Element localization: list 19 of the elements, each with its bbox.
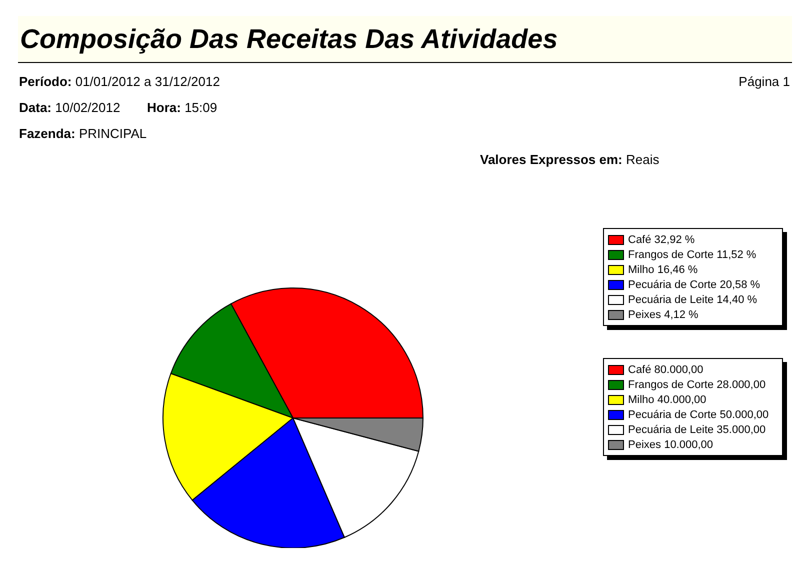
category-label: Pecuária de Leite 35.000,00: [628, 424, 766, 436]
legend-label: Peixes 4,12 %: [628, 308, 698, 320]
legend-label: Milho 16,46 %: [628, 264, 698, 276]
text: Período: 01/01/2012 a 31/12/2012: [19, 74, 220, 89]
text: Página 1: [738, 74, 790, 89]
category-label: Peixes 10.000,00: [628, 438, 714, 450]
text: Hora: 15:09: [147, 100, 218, 115]
legend-label: Frangos de Corte 11,52 %: [628, 248, 756, 260]
chart-title: Composição Das Receitas Das Atividades: [20, 24, 558, 54]
legend-label: Café 32,92 %: [628, 234, 695, 246]
text: Fazenda: PRINCIPAL: [19, 126, 147, 141]
text: Valores Expressos em: Reais: [480, 152, 660, 167]
legend-label: Pecuária de Leite 14,40 %: [628, 294, 758, 306]
text: Data: 10/02/2012: [19, 100, 120, 115]
legend-label: Pecuária de Corte 20,58 %: [628, 278, 760, 290]
category-label: Café 80.000,00: [628, 364, 704, 376]
category-label: Milho 40.000,00: [628, 394, 706, 406]
category-label: Pecuária de Corte 50.000,00: [628, 408, 769, 420]
category-label: Frangos de Corte 28.000,00: [628, 378, 766, 390]
